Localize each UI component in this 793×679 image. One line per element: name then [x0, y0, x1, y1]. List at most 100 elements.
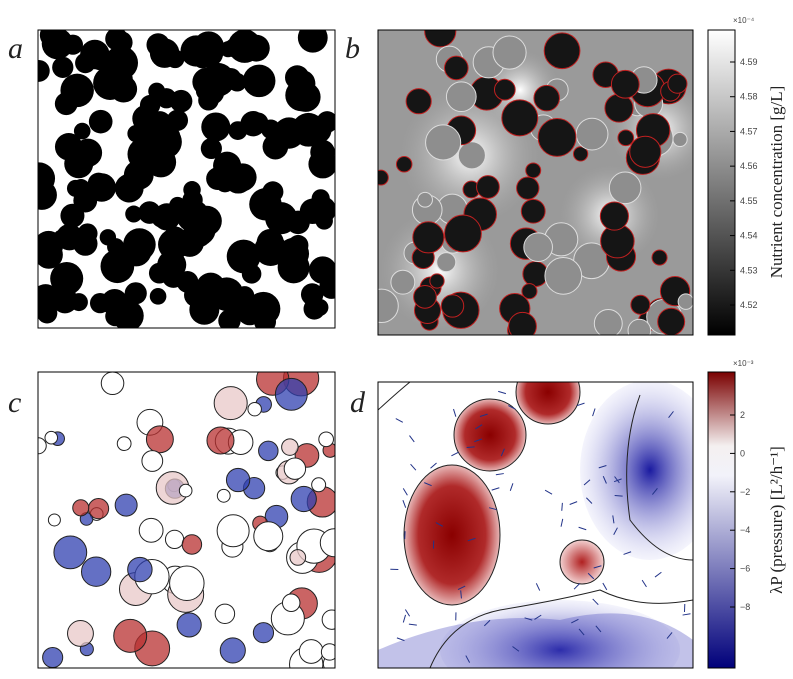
blob	[319, 432, 334, 447]
particle	[243, 65, 276, 98]
panel-label: a	[8, 32, 23, 65]
panel-label: b	[345, 32, 360, 65]
particle	[184, 214, 216, 246]
blob	[322, 610, 341, 629]
blob	[254, 522, 283, 551]
particle	[163, 226, 186, 249]
blob	[165, 530, 183, 548]
particle	[52, 288, 78, 314]
colorbar-tick-label: 0	[740, 448, 745, 458]
colony	[509, 312, 537, 340]
colorbar-tick-label: 2	[740, 410, 745, 420]
blob	[179, 484, 192, 497]
colony	[477, 176, 500, 199]
colony	[522, 284, 537, 299]
particle	[237, 300, 262, 325]
particle	[458, 142, 485, 169]
blob	[290, 550, 306, 566]
colony	[517, 177, 539, 199]
colorbar-tick-label: −8	[740, 602, 750, 612]
particle	[116, 54, 137, 75]
colony	[396, 156, 412, 172]
blue-region	[580, 380, 720, 560]
colorbar-pressure	[708, 372, 735, 668]
colorbar-tick-label: 4.57	[740, 126, 758, 136]
colorbar-exponent: ×10⁻⁴	[733, 16, 755, 25]
colony	[544, 33, 580, 69]
blob	[214, 387, 247, 420]
particle	[446, 82, 476, 112]
particle	[309, 256, 337, 284]
colony	[521, 199, 545, 223]
particle	[263, 134, 289, 160]
blob	[170, 566, 204, 600]
particle	[229, 163, 257, 191]
blob	[101, 372, 124, 395]
blob	[48, 514, 60, 526]
colorbar-tick-label: 4.59	[740, 57, 758, 67]
colony	[605, 94, 633, 122]
colorbar-tick-label: 4.52	[740, 300, 758, 310]
blob	[73, 500, 89, 516]
blob	[117, 437, 131, 451]
particle	[55, 133, 83, 161]
colony	[413, 222, 444, 253]
colony	[523, 261, 548, 286]
particle	[28, 60, 50, 82]
blob	[253, 623, 273, 643]
blob	[81, 557, 110, 586]
particle	[312, 189, 330, 207]
colony	[406, 89, 431, 114]
particle	[183, 181, 201, 199]
colorbar-tick-label: 4.54	[740, 231, 758, 241]
particle	[524, 233, 553, 262]
blob	[284, 458, 305, 479]
particle	[418, 192, 433, 207]
particle	[60, 74, 93, 107]
blob	[320, 529, 348, 557]
particle	[35, 241, 63, 269]
panel-label: d	[350, 386, 366, 419]
particle	[146, 33, 169, 56]
flow-arrow	[467, 447, 475, 448]
colony	[658, 308, 685, 335]
colorbar-tick-label: −2	[740, 487, 750, 497]
colony	[538, 119, 576, 157]
blob	[312, 478, 326, 492]
particle	[285, 65, 309, 89]
particle	[78, 223, 98, 243]
particle	[391, 270, 415, 294]
colony	[668, 74, 687, 93]
colorbar-nutrient	[708, 30, 735, 335]
colorbar-tick-label: 4.58	[740, 92, 758, 102]
colorbar-label: λP (pressure) [L²/h⁻¹]	[767, 446, 786, 594]
particle	[310, 140, 335, 165]
colony	[502, 100, 538, 136]
particle	[88, 173, 110, 195]
blob	[226, 468, 249, 491]
blob	[207, 427, 234, 454]
particle	[262, 181, 283, 202]
blob	[115, 494, 137, 516]
blob	[182, 535, 201, 554]
particle	[201, 112, 230, 141]
blob	[217, 515, 249, 547]
particle	[112, 300, 143, 331]
particle	[426, 125, 461, 160]
particle	[110, 75, 137, 102]
blob	[54, 536, 87, 569]
particle	[125, 206, 142, 223]
blob	[43, 647, 63, 667]
blob	[217, 489, 230, 502]
particle	[123, 228, 156, 261]
blob	[139, 518, 163, 542]
blob	[45, 431, 58, 444]
flow-arrow	[562, 503, 563, 511]
blob	[114, 619, 147, 652]
blob	[299, 640, 323, 664]
particle	[609, 172, 641, 204]
red-blob	[454, 399, 526, 471]
colorbar-label: Nutrient concentration [g/L]	[767, 86, 786, 279]
particle	[220, 68, 242, 90]
colony	[618, 130, 634, 146]
